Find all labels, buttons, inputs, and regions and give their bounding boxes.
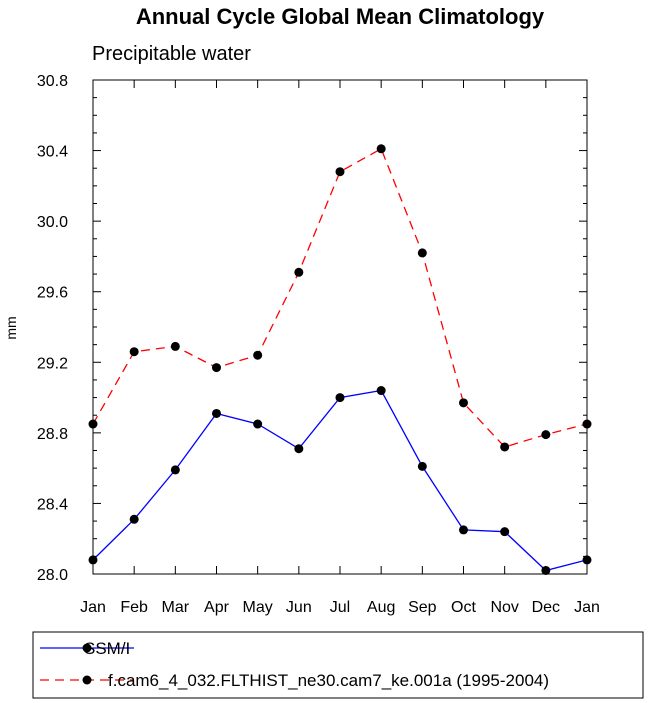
legend-label-series-1: SSM/I: [84, 639, 130, 658]
data-point: [212, 408, 221, 418]
data-point: [129, 347, 139, 357]
chart-subtitle: Precipitable water: [92, 43, 251, 65]
x-tick-label: Apr: [204, 599, 230, 616]
legend-box: [32, 631, 644, 699]
chart-title: Annual Cycle Global Mean Climatology: [136, 4, 545, 29]
data-point: [500, 527, 510, 537]
series-line-2: [92, 147, 588, 448]
legend-label-series-2: f.cam6_4_032.FLTHIST_ne30.cam7_ke.001a (…: [108, 671, 549, 690]
data-point: [170, 341, 180, 351]
y-tick-label: 30.4: [37, 144, 68, 161]
data-point: [582, 419, 592, 429]
x-tick-label: May: [243, 599, 273, 616]
series-layer: [88, 144, 592, 575]
legend-marker-series-2: [82, 675, 92, 685]
x-tick-label: Jun: [286, 599, 312, 616]
data-point: [129, 514, 139, 524]
data-point: [170, 465, 180, 475]
data-point: [335, 167, 345, 177]
data-point: [212, 363, 221, 373]
data-point: [459, 525, 468, 535]
data-point: [335, 393, 345, 403]
data-point: [500, 442, 510, 452]
y-tick-label: 28.8: [37, 426, 68, 443]
data-point: [294, 444, 304, 454]
x-tick-label: Jan: [574, 599, 600, 616]
legend: SSM/I f.cam6_4_032.FLTHIST_ne30.cam7_ke.…: [32, 631, 644, 699]
data-point: [417, 461, 427, 471]
x-tick-label: Oct: [451, 599, 476, 616]
data-point: [88, 555, 98, 565]
y-tick-label: 28.4: [37, 496, 68, 513]
data-point: [376, 144, 386, 154]
x-tick-label: Aug: [367, 599, 395, 616]
y-tick-label: 30.0: [37, 214, 68, 231]
data-point: [459, 398, 468, 408]
y-tick-label: 29.2: [37, 355, 68, 372]
legend-marker-series-1: [82, 643, 92, 653]
data-point: [294, 267, 304, 277]
x-tick-label: Dec: [532, 599, 560, 616]
x-tick-label: Jan: [80, 599, 106, 616]
y-tick-label: 28.0: [37, 567, 68, 584]
data-point: [541, 430, 551, 440]
x-tick-label: Feb: [120, 599, 148, 616]
y-tick-label: 30.8: [37, 73, 68, 90]
data-point: [541, 565, 551, 575]
y-tick-label: 29.6: [37, 285, 68, 302]
x-tick-label: Sep: [408, 599, 437, 616]
data-point: [376, 386, 386, 396]
x-tick-label: Nov: [490, 599, 518, 616]
axis-ticks: Jan Feb Mar Apr May Jun Jul Aug Sep Oct Nov Dec Jan 2…: [37, 73, 600, 616]
data-point: [88, 419, 98, 429]
series-line-1: [92, 389, 588, 572]
x-tick-label: Jul: [330, 599, 350, 616]
plot-frame: [92, 79, 588, 575]
data-point: [417, 248, 427, 258]
data-point: [253, 350, 263, 360]
y-axis-label: mm: [3, 316, 19, 339]
x-tick-label: Mar: [162, 599, 190, 616]
data-point: [582, 555, 592, 565]
data-point: [253, 419, 263, 429]
